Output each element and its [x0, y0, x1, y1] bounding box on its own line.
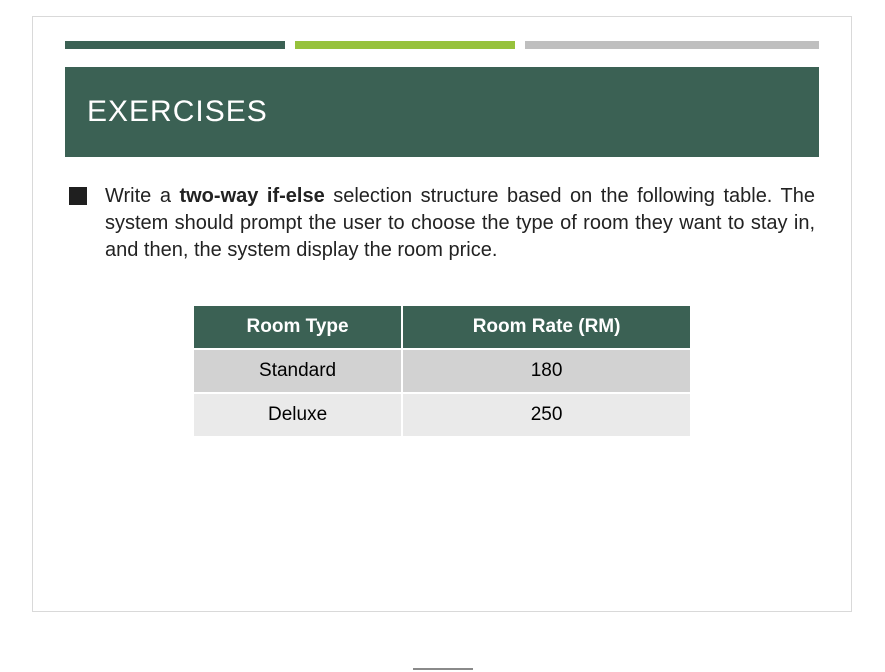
table-row: Standard 180	[193, 349, 691, 393]
col-room-rate: Room Rate (RM)	[402, 305, 691, 349]
square-bullet-icon	[69, 187, 87, 205]
cell-type: Deluxe	[193, 393, 402, 437]
exercise-prefix: Write a	[105, 185, 179, 207]
cell-rate: 250	[402, 393, 691, 437]
accent-segment-3	[525, 41, 819, 49]
exercise-text: Write a two-way if-else selection struct…	[105, 183, 815, 264]
accent-segment-1	[65, 41, 285, 49]
title-band: EXERCISES	[65, 67, 819, 157]
table-header-row: Room Type Room Rate (RM)	[193, 305, 691, 349]
col-room-type: Room Type	[193, 305, 402, 349]
table-row: Deluxe 250	[193, 393, 691, 437]
accent-segment-2	[295, 41, 515, 49]
footer-divider	[413, 668, 473, 670]
exercise-bold: two-way if-else	[179, 185, 324, 207]
cell-rate: 180	[402, 349, 691, 393]
table-container: Room Type Room Rate (RM) Standard 180 De…	[65, 304, 819, 438]
exercise-item: Write a two-way if-else selection struct…	[65, 183, 819, 264]
slide-frame: EXERCISES Write a two-way if-else select…	[32, 16, 852, 612]
accent-bar	[65, 41, 819, 49]
cell-type: Standard	[193, 349, 402, 393]
page-title: EXERCISES	[87, 95, 268, 129]
room-table: Room Type Room Rate (RM) Standard 180 De…	[192, 304, 692, 438]
